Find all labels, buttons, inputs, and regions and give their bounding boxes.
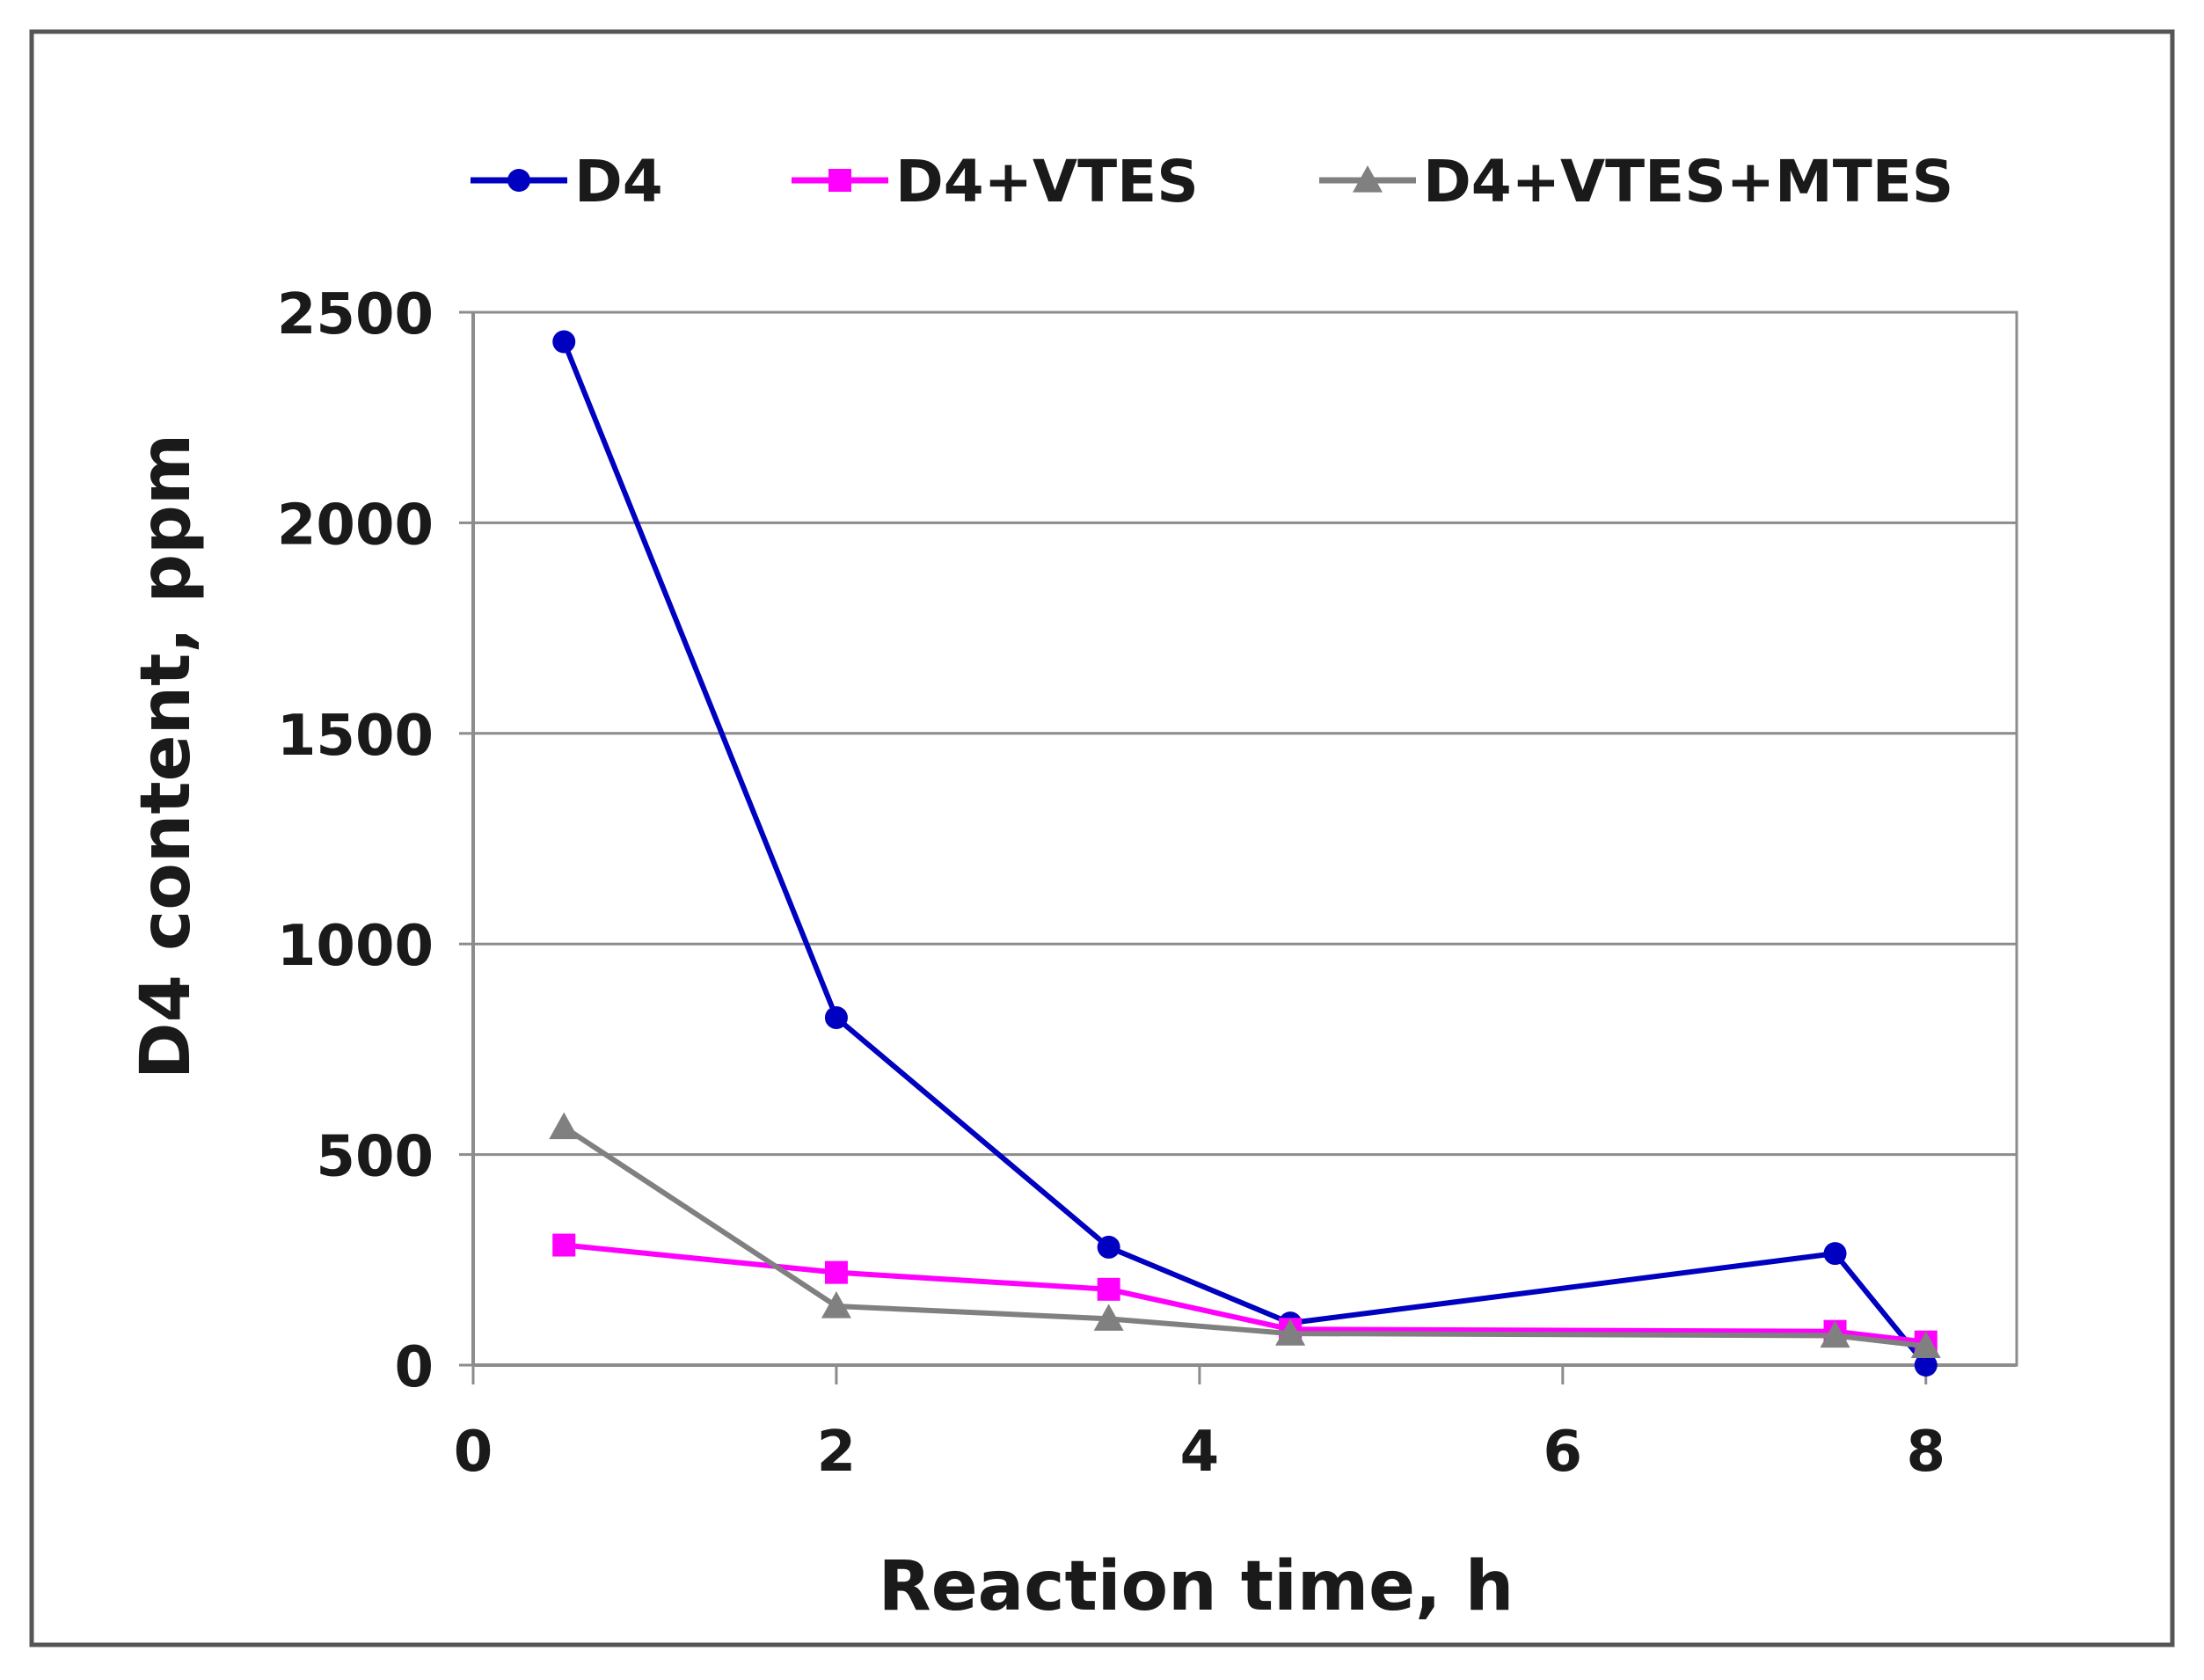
y-tick-label: 1000 xyxy=(277,914,434,979)
y-tick-label: 500 xyxy=(316,1125,434,1190)
y-tick-label: 2500 xyxy=(277,282,434,347)
legend: D4 D4+VTES D4+VTES+MTES xyxy=(471,148,1953,215)
data-point xyxy=(552,330,576,354)
data-point xyxy=(824,1260,848,1284)
x-tick-label: 4 xyxy=(1180,1420,1220,1485)
y-tick-label: 1500 xyxy=(277,704,434,769)
data-point xyxy=(1914,1354,1938,1377)
data-point xyxy=(824,1005,848,1029)
series-line xyxy=(561,340,1929,1367)
data-point xyxy=(552,1233,576,1257)
legend-label: D4+VTES xyxy=(895,148,1199,215)
series-layer xyxy=(549,330,1941,1377)
chart-border xyxy=(29,29,2175,1647)
legend-swatch-marker xyxy=(507,169,530,192)
legend-swatch-marker xyxy=(1353,165,1383,193)
y-tick-label: 2000 xyxy=(277,493,434,558)
x-tick-label: 8 xyxy=(1906,1420,1945,1485)
x-tick-label: 0 xyxy=(454,1420,493,1485)
axes: 0 500 1000 1500 2000 2500 0 2 4 6 8 xyxy=(277,282,2017,1485)
data-point xyxy=(1275,1318,1306,1346)
y-tick-label: 0 xyxy=(394,1335,434,1400)
legend-label: D4 xyxy=(574,148,663,215)
x-tick-label: 2 xyxy=(817,1420,857,1485)
y-axis-label: D4 content, ppm xyxy=(127,434,206,1079)
data-point xyxy=(1097,1277,1120,1301)
legend-item: D4 xyxy=(471,148,663,215)
series-d4-vtes-mtes xyxy=(549,1112,1941,1359)
series-line xyxy=(562,1124,1927,1349)
data-point xyxy=(1097,1235,1120,1259)
data-point xyxy=(1093,1304,1124,1331)
data-point xyxy=(1823,1242,1847,1266)
data-point xyxy=(1910,1331,1941,1359)
legend-item: D4+VTES xyxy=(792,148,1199,215)
x-axis-label: Reaction time, h xyxy=(879,1547,1514,1626)
data-point xyxy=(821,1290,851,1318)
data-point xyxy=(549,1112,580,1140)
data-point xyxy=(1820,1320,1850,1348)
legend-label: D4+VTES+MTES xyxy=(1423,148,1953,215)
legend-swatch-marker xyxy=(828,169,851,192)
series-line xyxy=(563,1242,1927,1345)
x-tick-label: 6 xyxy=(1544,1420,1583,1485)
legend-item: D4+VTES+MTES xyxy=(1319,148,1953,215)
